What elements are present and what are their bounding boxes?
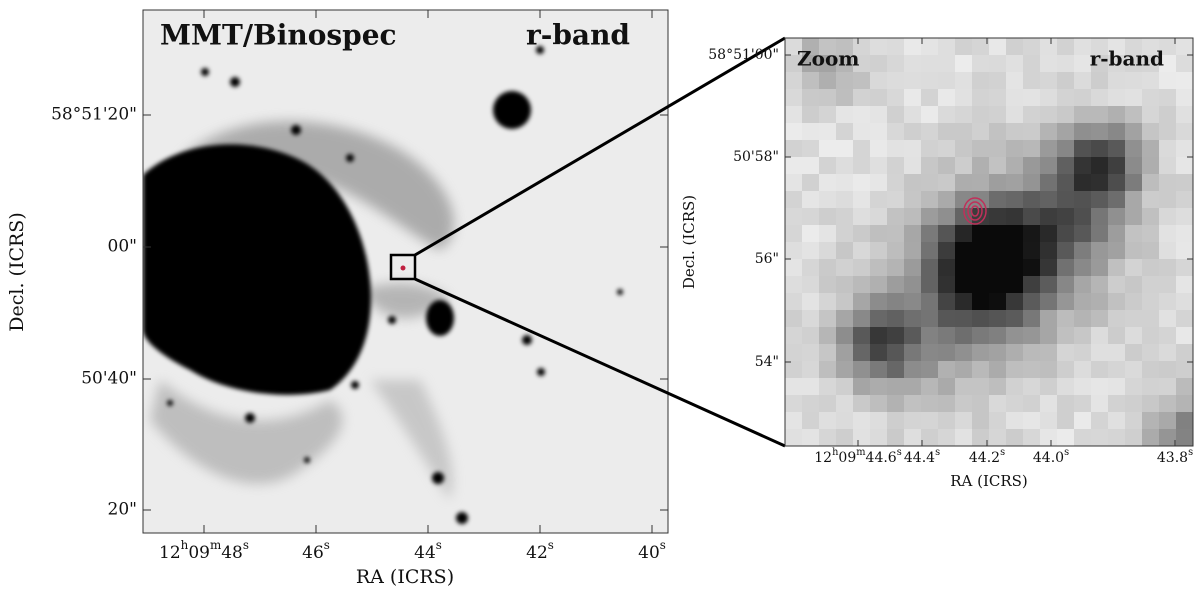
y-tick-label: 00" — [108, 237, 137, 257]
tick-label-part: s — [897, 447, 902, 458]
tick-label-part: s — [935, 447, 940, 458]
zoom-image — [785, 38, 1193, 446]
x-tick-label: 42s — [526, 538, 554, 563]
y-tick-label: 50'40" — [81, 369, 137, 389]
x-tick-label: 40s — [638, 538, 666, 563]
tick-label-part: 44.2 — [969, 450, 1000, 466]
tick-label-part: 48 — [221, 543, 243, 563]
tick-label-part: s — [1064, 447, 1069, 458]
tick-label-part: s — [436, 538, 442, 552]
left-image — [143, 10, 668, 533]
tick-label-part: s — [660, 538, 666, 552]
y-axis-label: Decl. (ICRS) — [680, 195, 698, 289]
x-tick-label: 46s — [302, 538, 330, 563]
x-tick-label: 43.8s — [1157, 447, 1193, 466]
y-tick-label: 50'58" — [733, 149, 779, 165]
zoom-connector — [414, 277, 786, 448]
x-axis-label: RA (ICRS) — [950, 472, 1028, 490]
tick-label-part: m — [210, 538, 221, 552]
x-tick-label: 44s — [414, 538, 442, 563]
tick-label-part: 46 — [302, 543, 324, 563]
x-tick-label: 12h09m44.6s — [814, 447, 901, 466]
x-tick-label: 44.4s — [904, 447, 940, 466]
tick-label-part: s — [1000, 447, 1005, 458]
tick-label-part: h — [181, 538, 189, 552]
y-tick-label: 54" — [755, 354, 779, 370]
tick-label-part: 44 — [414, 543, 436, 563]
tick-label-part: s — [324, 538, 330, 552]
y-tick-label: 56" — [755, 251, 779, 267]
x-axis-label: RA (ICRS) — [356, 566, 454, 588]
tick-label-part: 12 — [814, 450, 832, 466]
tick-label-part: 44.6 — [866, 450, 897, 466]
x-tick-label: 44.2s — [969, 447, 1005, 466]
y-tick-label: 58°51'20" — [51, 105, 137, 125]
tick-label-part: m — [856, 447, 866, 458]
tick-label-part: s — [243, 538, 249, 552]
tick-label-part: 44.0 — [1033, 450, 1064, 466]
tick-label-part: 09 — [188, 543, 210, 563]
tick-label-part: 44.4 — [904, 450, 935, 466]
tick-label-part: 09 — [838, 450, 856, 466]
x-tick-label: 12h09m48s — [159, 538, 249, 563]
tick-label-part: 42 — [526, 543, 548, 563]
zoom-connector — [414, 36, 786, 257]
panel-label: r-band — [1090, 47, 1164, 71]
panel-label: Zoom — [797, 47, 859, 71]
tick-label-part: s — [548, 538, 554, 552]
y-axis-label: Decl. (ICRS) — [6, 212, 28, 331]
panel-label: MMT/Binospec — [160, 19, 397, 52]
contours — [963, 197, 987, 225]
panel-label: r-band — [526, 19, 630, 52]
tick-label-part: 40 — [638, 543, 660, 563]
tick-label-part: 43.8 — [1157, 450, 1188, 466]
y-tick-label: 58°51'00" — [708, 47, 779, 63]
y-tick-label: 20" — [108, 500, 137, 520]
zoom-box — [389, 253, 417, 281]
tick-label-part: s — [1188, 447, 1193, 458]
tick-label-part: h — [832, 447, 839, 458]
x-tick-label: 44.0s — [1033, 447, 1069, 466]
tick-label-part: 12 — [159, 543, 181, 563]
